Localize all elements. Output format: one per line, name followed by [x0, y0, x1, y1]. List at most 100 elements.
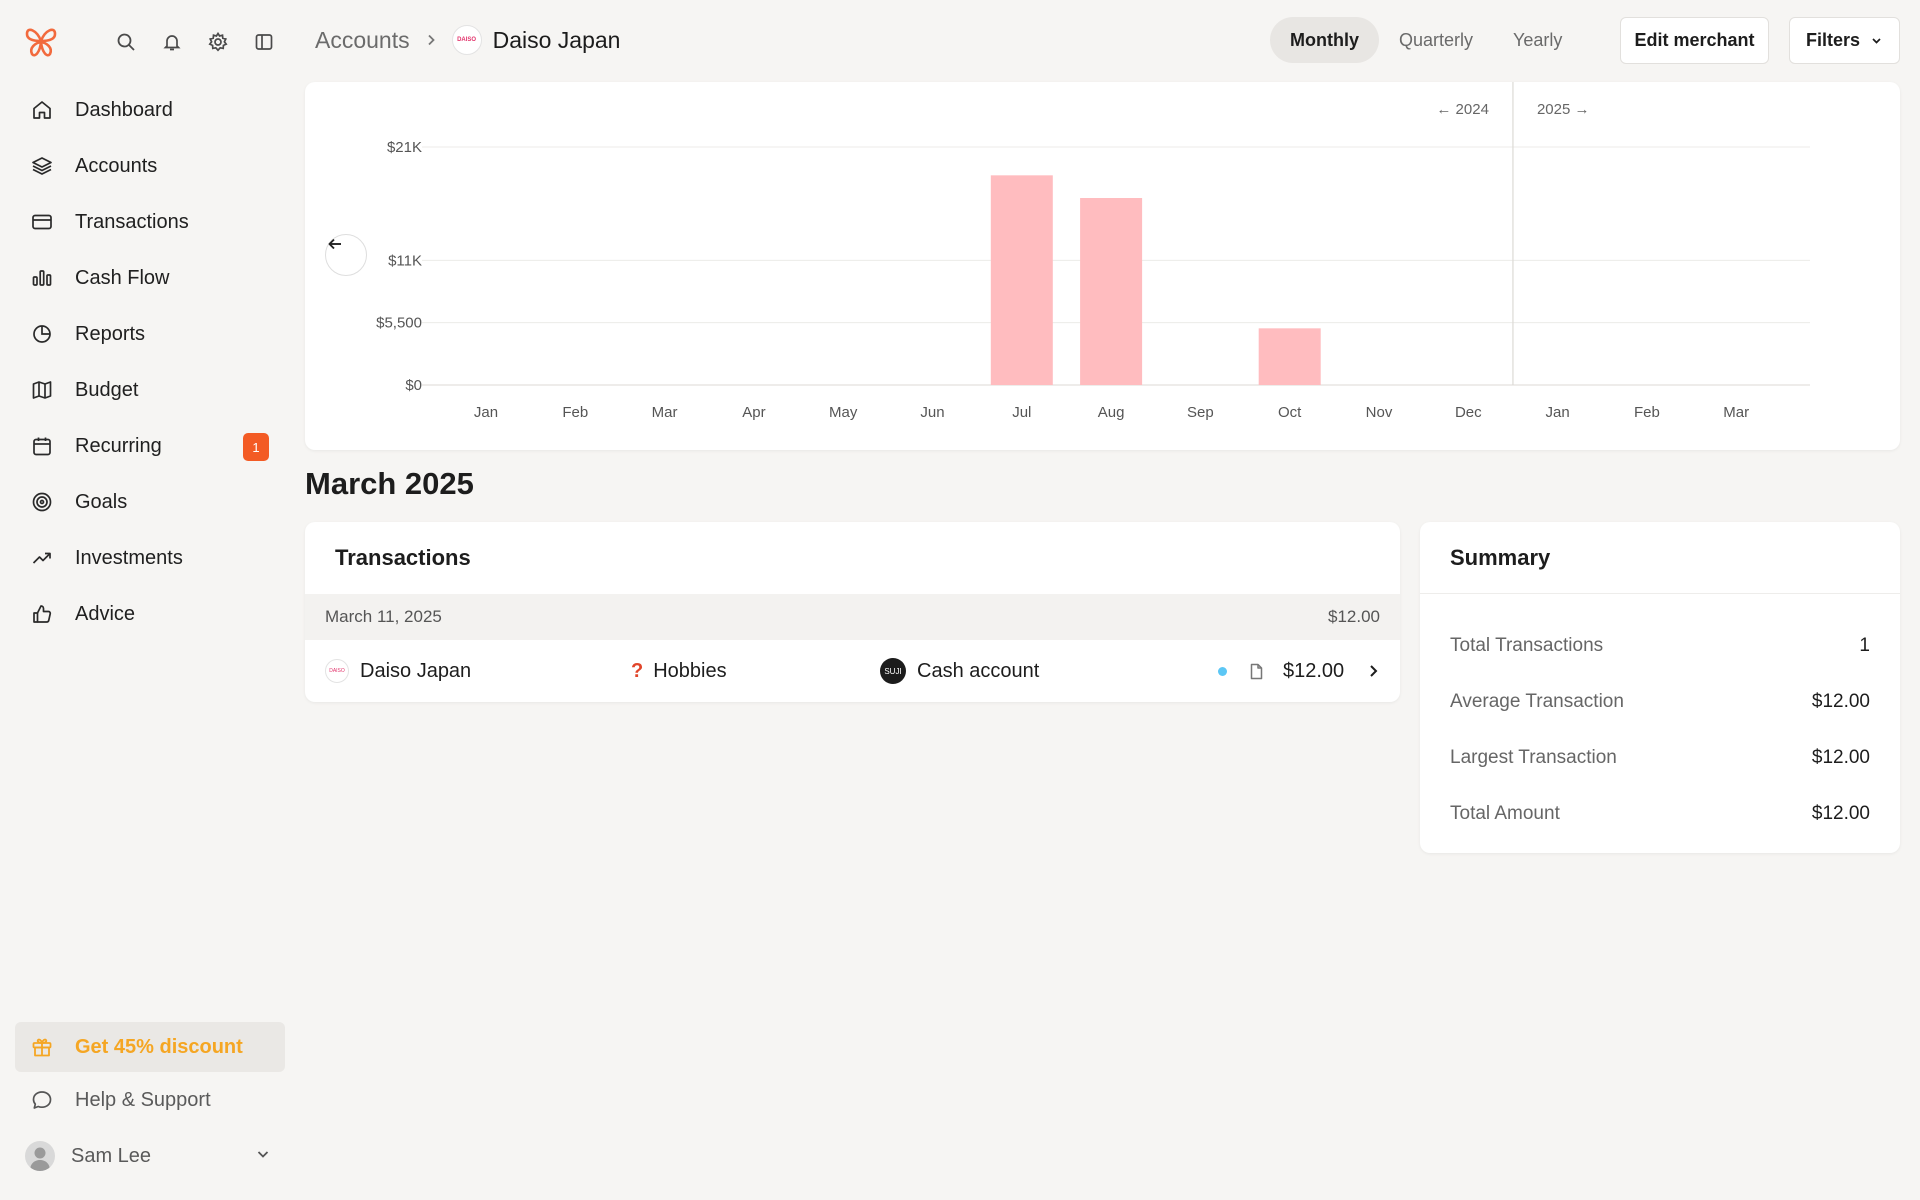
credit-card-icon	[29, 209, 55, 235]
sidebar-item-label: Investments	[75, 546, 183, 569]
x-tick-label: Aug	[1098, 404, 1125, 421]
sidebar-item-label: Budget	[75, 378, 139, 401]
pie-chart-icon	[29, 321, 55, 347]
y-tick-label: $21K	[387, 139, 422, 156]
document-icon[interactable]	[1249, 663, 1264, 680]
period-quarterly-button[interactable]: Quarterly	[1399, 29, 1474, 50]
year-left-label: ← 2024	[1436, 101, 1489, 118]
period-yearly-button[interactable]: Yearly	[1513, 29, 1563, 50]
avatar	[25, 1141, 55, 1171]
sidebar-item-advice[interactable]: Advice	[15, 586, 285, 642]
filters-button[interactable]: Filters	[1789, 17, 1900, 64]
help-support-link[interactable]: Help & Support	[15, 1072, 285, 1128]
sidebar-item-label: Cash Flow	[75, 266, 170, 289]
x-tick-label: Jun	[920, 404, 944, 421]
transaction-account-name: Cash account	[917, 659, 1040, 682]
summary-row-total-amount: Total Amount $12.00	[1420, 786, 1900, 842]
bell-icon[interactable]	[158, 28, 186, 56]
breadcrumb: Accounts DAISO Daiso Japan	[315, 20, 620, 60]
search-icon[interactable]	[112, 28, 140, 56]
x-tick-label: Dec	[1455, 404, 1482, 421]
bar	[1080, 198, 1143, 385]
question-mark-icon: ?	[631, 659, 644, 682]
sidebar-item-label: Goals	[75, 490, 128, 513]
x-tick-label: Nov	[1366, 404, 1393, 421]
transaction-date-total: $12.00	[1328, 607, 1380, 626]
discount-label: Get 45% discount	[75, 1035, 243, 1058]
period-switcher: Monthly Quarterly Yearly	[1270, 17, 1582, 63]
map-icon	[29, 377, 55, 403]
summary-label: Total Amount	[1450, 803, 1560, 824]
sidebar-item-reports[interactable]: Reports	[15, 306, 285, 362]
sidebar-item-accounts[interactable]: Accounts	[15, 138, 285, 194]
sidebar-nav: Dashboard Accounts Transactions Cash Flo…	[15, 82, 285, 642]
summary-row-largest-transaction: Largest Transaction $12.00	[1420, 730, 1900, 786]
summary-value: $12.00	[1811, 691, 1870, 712]
table-row[interactable]: DAISO Daiso Japan ? Hobbies SUJI Cash ac…	[305, 640, 1400, 702]
sidebar-item-recurring[interactable]: Recurring 1	[15, 418, 285, 474]
spending-bar-chart: $0 $5,500 $11K $21K Jan Feb Mar Apr May Jun Jul Aug…	[376, 82, 1810, 421]
x-tick-label: Apr	[742, 404, 765, 421]
sidebar-item-label: Recurring	[75, 434, 162, 457]
sidebar: Dashboard Accounts Transactions Cash Flo…	[0, 0, 300, 1200]
x-tick-label: Feb	[1634, 404, 1660, 421]
sidebar-item-cash-flow[interactable]: Cash Flow	[15, 250, 285, 306]
sidebar-item-budget[interactable]: Budget	[15, 362, 285, 418]
sidebar-bottom: Get 45% discount Help & Support Sam Lee	[15, 1022, 285, 1184]
thumbs-up-icon	[29, 601, 55, 627]
breadcrumb-accounts-link[interactable]: Accounts	[315, 26, 410, 53]
chat-bubble-icon	[29, 1087, 55, 1113]
x-tick-label: Mar	[652, 404, 678, 421]
y-tick-label: $5,500	[376, 315, 422, 332]
edit-merchant-button[interactable]: Edit merchant	[1620, 17, 1769, 64]
summary-label: Total Transactions	[1450, 635, 1604, 656]
gift-icon	[29, 1034, 55, 1060]
x-tick-label: Jan	[1546, 404, 1570, 421]
chevron-down-icon	[1870, 34, 1883, 47]
sidebar-toolbar	[22, 22, 296, 62]
sidebar-item-goals[interactable]: Goals	[15, 474, 285, 530]
transaction-category[interactable]: ? Hobbies	[631, 660, 727, 683]
chevron-down-icon	[255, 1145, 271, 1168]
summary-value: $12.00	[1811, 747, 1870, 768]
user-name: Sam Lee	[71, 1144, 152, 1167]
year-right-label: 2025 →	[1537, 101, 1590, 118]
x-tick-label: Oct	[1278, 404, 1302, 421]
merchant-logo: DAISO	[325, 659, 349, 683]
sidebar-item-dashboard[interactable]: Dashboard	[15, 82, 285, 138]
status-dot-icon	[1218, 666, 1227, 676]
edit-merchant-label: Edit merchant	[1634, 30, 1755, 50]
y-tick-label: $11K	[388, 252, 422, 269]
sidebar-item-transactions[interactable]: Transactions	[15, 194, 285, 250]
discount-button[interactable]: Get 45% discount	[15, 1022, 285, 1072]
x-tick-label: Jul	[1012, 404, 1031, 421]
gear-icon[interactable]	[204, 28, 232, 56]
user-menu[interactable]: Sam Lee	[15, 1128, 285, 1184]
bar	[990, 175, 1053, 385]
recurring-count-badge: 1	[243, 433, 269, 461]
summary-list: Total Transactions 1 Average Transaction…	[1420, 594, 1900, 842]
chart-previous-button[interactable]	[325, 234, 367, 276]
summary-value: 1	[1859, 635, 1870, 656]
calendar-icon	[29, 433, 55, 459]
sidebar-toggle-icon[interactable]	[250, 28, 278, 56]
chevron-right-icon[interactable]	[1365, 663, 1381, 679]
x-tick-label: Jan	[474, 404, 498, 421]
transaction-category-name: Hobbies	[653, 659, 727, 682]
sidebar-item-label: Reports	[75, 322, 146, 345]
transaction-merchant[interactable]: DAISO Daiso Japan	[325, 659, 471, 683]
period-monthly-button[interactable]: Monthly	[1270, 17, 1379, 63]
summary-value: $12.00	[1811, 803, 1870, 824]
target-icon	[29, 489, 55, 515]
butterfly-logo-icon[interactable]	[22, 23, 60, 61]
sidebar-item-label: Transactions	[75, 210, 189, 233]
bar	[1258, 328, 1321, 385]
bar-chart-icon	[29, 265, 55, 291]
sidebar-item-label: Dashboard	[75, 98, 173, 121]
sidebar-item-investments[interactable]: Investments	[15, 530, 285, 586]
transaction-account[interactable]: SUJI Cash account	[880, 658, 1039, 684]
x-tick-label: Sep	[1187, 404, 1214, 421]
transaction-merchant-name: Daiso Japan	[360, 659, 472, 682]
sidebar-item-label: Accounts	[75, 154, 158, 177]
account-logo: SUJI	[880, 658, 906, 684]
